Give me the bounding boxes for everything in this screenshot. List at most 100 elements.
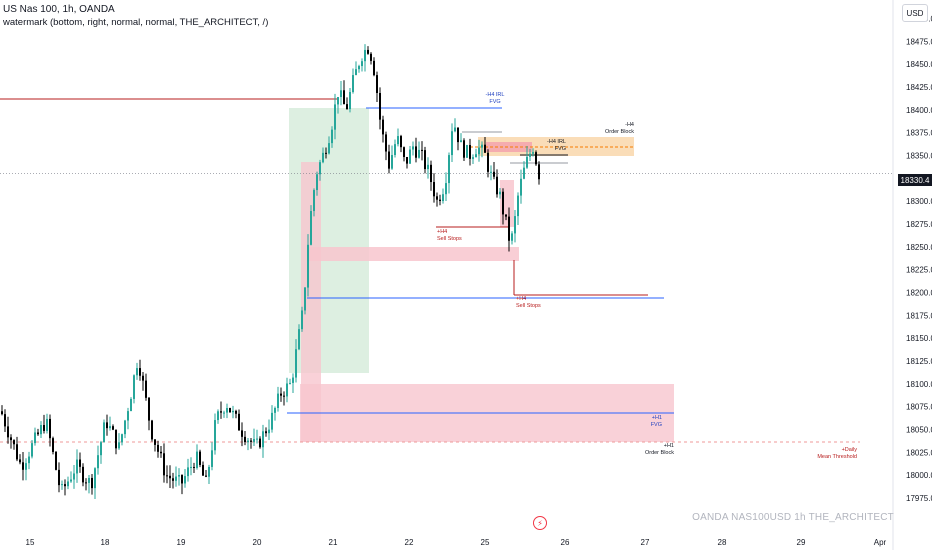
- candle-body: [280, 393, 282, 396]
- candle-body: [451, 131, 453, 156]
- x-tick-label: 18: [101, 538, 110, 547]
- annotation-label: +H4: [516, 296, 526, 302]
- candle-body: [37, 432, 39, 435]
- candle-body: [265, 431, 267, 434]
- candle-body: [97, 455, 99, 469]
- candle-body: [448, 155, 450, 184]
- y-tick-label: 18450.0: [906, 60, 932, 69]
- candle-body: [226, 408, 228, 413]
- candle-body: [76, 459, 78, 474]
- candle-body: [169, 475, 171, 479]
- candle-body: [166, 475, 168, 477]
- candle-body: [355, 69, 357, 76]
- candle-body: [409, 149, 411, 164]
- candle-body: [1, 411, 3, 415]
- red-zone-fvg-column: [301, 162, 321, 442]
- candle-body: [358, 66, 360, 70]
- candle-body: [139, 368, 141, 376]
- candle-body: [196, 451, 198, 468]
- candle-body: [115, 429, 117, 449]
- y-tick-label: 18100.0: [906, 380, 932, 389]
- candle-body: [325, 152, 327, 154]
- candle-body: [415, 146, 417, 158]
- annotation-label: FVG: [555, 146, 566, 152]
- candle-body: [199, 451, 201, 465]
- candle-body: [364, 49, 366, 62]
- candle-body: [205, 475, 207, 477]
- candle-body: [103, 422, 105, 443]
- candle-body: [379, 93, 381, 120]
- candle-body: [328, 143, 330, 154]
- candle-body: [292, 377, 294, 383]
- current-price-label: 18330.4: [898, 174, 932, 186]
- candle-body: [331, 129, 333, 144]
- candle-body: [142, 375, 144, 381]
- annotation-label: Mean Threshold: [817, 454, 857, 460]
- annotation-label: +H4: [437, 229, 447, 235]
- candle-body: [514, 216, 516, 234]
- candle-body: [85, 482, 87, 484]
- candle-body: [454, 127, 456, 132]
- x-tick-label: 28: [718, 538, 727, 547]
- candle-body: [472, 157, 474, 159]
- candle-body: [430, 164, 432, 183]
- candle-body: [172, 478, 174, 481]
- candle-body: [307, 244, 309, 288]
- candle-body: [397, 136, 399, 145]
- candle-body: [484, 144, 486, 153]
- candle-body: [457, 127, 459, 143]
- currency-button[interactable]: USD: [902, 4, 928, 22]
- candle-body: [13, 440, 15, 445]
- candle-body: [508, 216, 510, 241]
- y-tick-label: 18250.0: [906, 243, 932, 252]
- candle-body: [145, 380, 147, 398]
- y-tick-label: 18400.0: [906, 106, 932, 115]
- candle-body: [385, 134, 387, 152]
- candle-body: [94, 468, 96, 489]
- candle-body: [532, 152, 534, 154]
- candle-body: [346, 104, 348, 110]
- candle-body: [250, 440, 252, 442]
- candle-body: [481, 144, 483, 148]
- x-tick-label: 26: [561, 538, 570, 547]
- x-tick-label: 21: [329, 538, 338, 547]
- candle-body: [526, 156, 528, 168]
- candle-body: [214, 420, 216, 451]
- candle-body: [112, 426, 114, 430]
- candle-body: [211, 450, 213, 467]
- watermark: OANDA NAS100USD 1h THE_ARCHITECT: [692, 512, 894, 523]
- candle-body: [406, 156, 408, 164]
- candle-body: [466, 145, 468, 158]
- candle-body: [160, 451, 162, 454]
- candle-body: [193, 466, 195, 468]
- candle-body: [436, 196, 438, 200]
- annotation-label: FVG: [651, 422, 662, 428]
- x-tick-label: 20: [253, 538, 262, 547]
- candle-body: [403, 147, 405, 157]
- candle-body: [52, 438, 54, 452]
- candle-body: [244, 436, 246, 443]
- candle-body: [343, 90, 345, 105]
- chart-title: US Nas 100, 1h, OANDA: [3, 4, 115, 15]
- candle-body: [340, 90, 342, 98]
- candle-body: [202, 464, 204, 476]
- candle-body: [25, 463, 27, 470]
- candle-body: [229, 408, 231, 413]
- candle-body: [109, 426, 111, 429]
- candle-body: [445, 183, 447, 195]
- candle-body: [478, 147, 480, 155]
- candle-body: [184, 476, 186, 484]
- candle-body: [433, 182, 435, 197]
- candle-body: [154, 439, 156, 445]
- candle-body: [259, 438, 261, 448]
- candle-body: [61, 484, 63, 486]
- candle-body: [220, 411, 222, 413]
- candle-body: [301, 310, 303, 330]
- indicator-legend[interactable]: watermark (bottom, right, normal, normal…: [3, 17, 269, 28]
- candle-body: [418, 149, 420, 158]
- candle-body: [253, 438, 255, 442]
- x-tick-label: 29: [797, 538, 806, 547]
- y-tick-label: 18350.0: [906, 152, 932, 161]
- flash-icon[interactable]: ⚡: [533, 516, 547, 530]
